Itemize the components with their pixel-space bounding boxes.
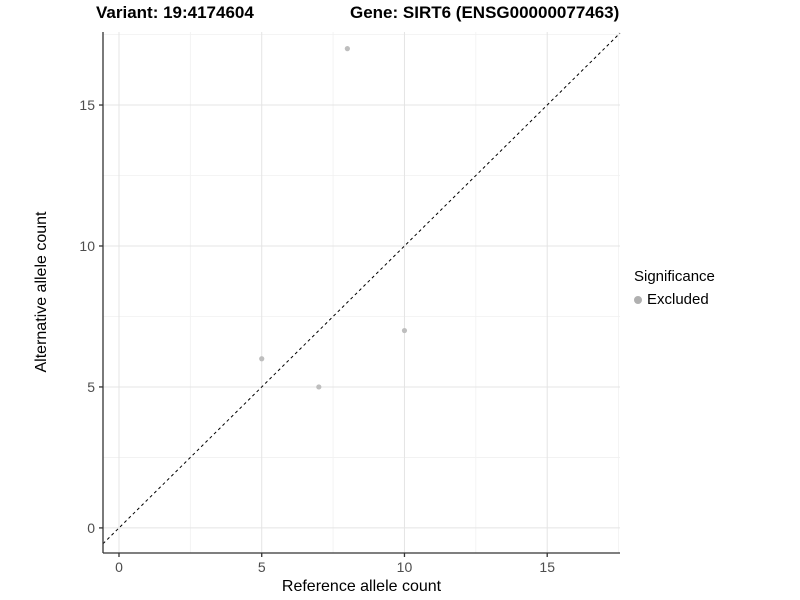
- y-tick-label: 0: [87, 520, 95, 536]
- x-tick-label: 5: [258, 559, 266, 575]
- y-tick-label: 5: [87, 379, 95, 395]
- legend: Significance Excluded: [634, 268, 715, 308]
- y-tick-label: 15: [79, 97, 95, 113]
- legend-title: Significance: [634, 268, 715, 285]
- x-tick-label: 0: [115, 559, 123, 575]
- identity-line: [102, 32, 621, 545]
- x-tick-label: 15: [539, 559, 555, 575]
- x-axis-title: Reference allele count: [281, 578, 442, 595]
- legend-point-icon: [634, 295, 642, 304]
- data-point: [344, 46, 350, 52]
- data-point: [401, 327, 408, 334]
- legend-item-excluded: Excluded: [634, 291, 715, 308]
- y-tick-label: 10: [79, 238, 95, 254]
- legend-item-label: Excluded: [647, 291, 709, 308]
- x-tick-label: 10: [397, 559, 413, 575]
- plot-title-gene: Gene: SIRT6 (ENSG00000077463): [350, 3, 620, 22]
- data-point: [259, 356, 265, 362]
- plot-panel: [103, 32, 620, 553]
- plot-title-variant: Variant: 19:4174604: [96, 3, 254, 22]
- y-axis-title: Alternative allele count: [33, 211, 50, 373]
- data-point: [316, 384, 322, 390]
